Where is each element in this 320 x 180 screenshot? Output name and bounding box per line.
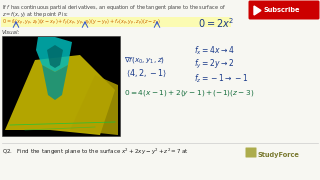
Text: If $f$ has continuous partial derivatives, an equation of the tangent plane to t: If $f$ has continuous partial derivative… [2,3,226,12]
Text: Visual:: Visual: [2,30,20,35]
Text: $0 = f_x(x_p,y_p,z_p)(x-x_p) + f_y(x_p,y_p,z_p)(y-y_p) + f_z(x_p,y_p,z_p)(z-z_p): $0 = f_x(x_p,y_p,z_p)(x-x_p) + f_y(x_p,y… [2,18,161,28]
Text: $z = f(x, y)$ at the point $P$ is:: $z = f(x, y)$ at the point $P$ is: [2,10,69,19]
Text: Subscribe: Subscribe [263,7,300,13]
FancyBboxPatch shape [1,17,231,27]
Text: $\langle 4,2,-1 \rangle$: $\langle 4,2,-1 \rangle$ [126,68,167,79]
FancyBboxPatch shape [249,1,319,19]
Polygon shape [47,45,63,68]
Text: Q2.   Find the tangent plane to the surface $x^2 + 2xy - y^2 + z^2 = 7$ at: Q2. Find the tangent plane to the surfac… [2,147,189,157]
Text: $0 = 4(x-1) + 2(y-1) + (-1)(z-3)$: $0 = 4(x-1) + 2(y-1) + (-1)(z-3)$ [124,88,254,98]
Polygon shape [254,6,261,15]
Polygon shape [70,75,118,135]
Polygon shape [42,65,68,100]
Polygon shape [5,55,115,135]
Text: $\nabla f(x_0,y_1,z)$: $\nabla f(x_0,y_1,z)$ [124,55,165,65]
FancyBboxPatch shape [2,36,120,136]
Text: $f_y = 2y \rightarrow 2$: $f_y = 2y \rightarrow 2$ [194,58,234,71]
Text: $f_z = -1 \rightarrow -1$: $f_z = -1 \rightarrow -1$ [194,72,248,84]
Text: $0 = 2x^2$: $0 = 2x^2$ [198,16,234,30]
Polygon shape [36,37,72,72]
Text: StudyForce: StudyForce [258,152,300,158]
Text: $f_x = 4x \rightarrow 4$: $f_x = 4x \rightarrow 4$ [194,44,235,57]
FancyBboxPatch shape [245,147,257,158]
